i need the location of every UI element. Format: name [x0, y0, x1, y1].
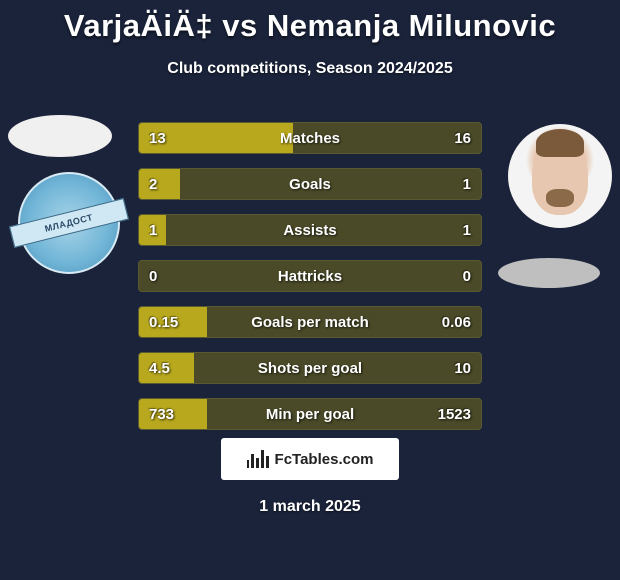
face-icon: [532, 147, 588, 215]
stat-label: Hattricks: [139, 261, 481, 291]
page-title: VarjaÄiÄ‡ vs Nemanja Milunovic: [0, 0, 620, 44]
stat-row: 21Goals: [138, 168, 482, 200]
footer-date: 1 march 2025: [0, 498, 620, 516]
club-left-crest-text: МЛАДОСТ: [9, 198, 128, 248]
stat-label: Goals: [139, 169, 481, 199]
stat-label: Goals per match: [139, 307, 481, 337]
club-right-crest: [498, 258, 600, 288]
stat-label: Matches: [139, 123, 481, 153]
stat-row: 11Assists: [138, 214, 482, 246]
stat-label: Assists: [139, 215, 481, 245]
stat-label: Shots per goal: [139, 353, 481, 383]
page-subtitle: Club competitions, Season 2024/2025: [0, 60, 620, 78]
player-left-avatar: [8, 115, 112, 157]
club-left-crest: МЛАДОСТ: [18, 172, 120, 274]
stats-container: 1316Matches 21Goals 11Assists 00Hattricks 0.…: [138, 122, 482, 444]
brand-badge[interactable]: FcTables.com: [221, 438, 399, 480]
stat-row: 0.150.06Goals per match: [138, 306, 482, 338]
stat-label: Min per goal: [139, 399, 481, 429]
stat-row: 00Hattricks: [138, 260, 482, 292]
stat-row: 4.510Shots per goal: [138, 352, 482, 384]
stat-row: 7331523Min per goal: [138, 398, 482, 430]
chart-icon: [247, 450, 269, 468]
stat-row: 1316Matches: [138, 122, 482, 154]
player-right-avatar: [508, 124, 612, 228]
brand-text: FcTables.com: [275, 451, 374, 468]
